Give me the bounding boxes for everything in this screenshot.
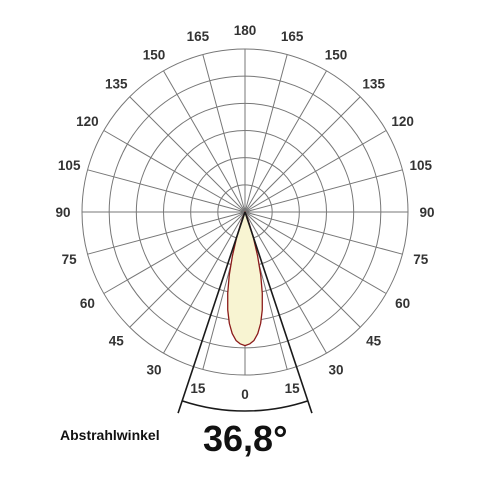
- angle-tick-label: 90: [419, 205, 434, 220]
- grid-spoke: [244, 211, 361, 328]
- grid-spoke: [244, 169, 403, 213]
- beam-angle-arc: [181, 400, 309, 412]
- angle-tick-label: 15: [285, 381, 301, 396]
- grid-spoke: [244, 54, 288, 213]
- grid-spoke: [129, 211, 246, 328]
- angle-tick-label: 75: [413, 252, 429, 267]
- angle-tick-label: 75: [62, 252, 78, 267]
- grid-spoke: [244, 211, 403, 255]
- grid-spoke: [129, 96, 246, 213]
- intensity-curve: [227, 211, 263, 347]
- beam-line-right: [244, 211, 313, 414]
- angle-tick-label: 120: [391, 114, 414, 129]
- grid-spoke: [244, 211, 387, 294]
- angle-tick-label: 135: [105, 76, 128, 91]
- angle-tick-label: 165: [187, 29, 210, 44]
- angle-tick-label: 150: [143, 47, 166, 62]
- angle-tick-label: 15: [190, 381, 206, 396]
- angle-tick-label: 30: [328, 363, 343, 378]
- grid-spoke: [87, 211, 246, 255]
- angle-tick-label: 120: [76, 114, 99, 129]
- angle-tick-label: 60: [80, 296, 95, 311]
- angle-tick-label: 45: [109, 334, 125, 349]
- angle-tick-label: 135: [362, 76, 385, 91]
- beam-angle-indicator: [177, 211, 313, 414]
- grid-spoke: [244, 130, 387, 213]
- angle-tick-label: 105: [410, 158, 433, 173]
- angle-tick-label: 105: [58, 158, 81, 173]
- grid-spoke: [244, 96, 361, 213]
- grid-spoke: [202, 54, 246, 213]
- angle-tick-label: 0: [241, 387, 249, 402]
- angle-tick-label: 60: [395, 296, 410, 311]
- angle-tick-label: 150: [325, 47, 348, 62]
- beam-angle-value: 36,8°: [203, 418, 288, 459]
- angle-tick-label: 45: [366, 334, 382, 349]
- beam-angle-label: Abstrahlwinkel: [60, 427, 160, 443]
- grid-spoke: [103, 211, 246, 294]
- grid-spoke: [163, 211, 246, 354]
- angle-tick-label: 180: [234, 23, 257, 38]
- angle-tick-label: 90: [55, 205, 70, 220]
- grid-spoke: [87, 169, 246, 213]
- grid-spoke: [244, 211, 327, 354]
- angle-tick-label: 30: [146, 363, 161, 378]
- grid-spoke: [244, 70, 327, 213]
- intensity-distribution: [227, 211, 263, 347]
- grid-spoke: [163, 70, 246, 213]
- angle-tick-label: 165: [281, 29, 304, 44]
- beam-line-left: [177, 211, 246, 414]
- grid-spoke: [103, 130, 246, 213]
